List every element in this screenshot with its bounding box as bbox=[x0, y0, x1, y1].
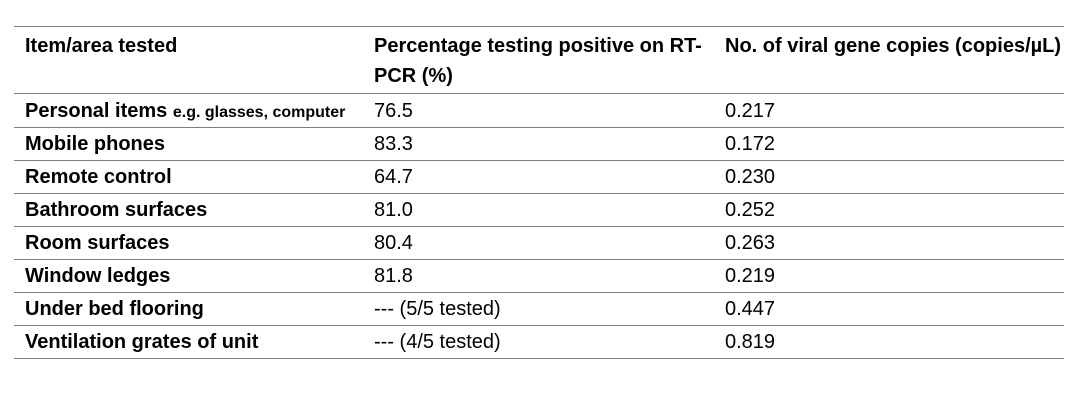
copies-cell: 0.219 bbox=[714, 259, 1064, 293]
table-header-row: Item/area tested Percentage testing posi… bbox=[14, 26, 1064, 94]
results-table-container: Item/area tested Percentage testing posi… bbox=[14, 26, 1064, 359]
table-row: Room surfaces 80.4 0.263 bbox=[14, 226, 1064, 260]
copies-cell: 0.252 bbox=[714, 193, 1064, 227]
percent-cell: 76.5 bbox=[363, 93, 714, 128]
item-label: Personal items bbox=[25, 100, 168, 122]
item-note: e.g. glasses, computer bbox=[172, 104, 346, 121]
item-cell: Personal items e.g. glasses, computer bbox=[14, 93, 363, 128]
table-row: Bathroom surfaces 81.0 0.252 bbox=[14, 193, 1064, 227]
percent-cell: --- (4/5 tested) bbox=[363, 325, 714, 359]
copies-cell: 0.447 bbox=[714, 292, 1064, 326]
header-viral-gene-copies: No. of viral gene copies (copies/µL) bbox=[714, 26, 1064, 94]
table-row: Remote control 64.7 0.230 bbox=[14, 160, 1064, 194]
table-row: Ventilation grates of unit --- (4/5 test… bbox=[14, 325, 1064, 359]
item-cell: Room surfaces bbox=[14, 226, 363, 260]
item-cell: Window ledges bbox=[14, 259, 363, 293]
percent-cell: 80.4 bbox=[363, 226, 714, 260]
percent-cell: 83.3 bbox=[363, 127, 714, 161]
item-cell: Bathroom surfaces bbox=[14, 193, 363, 227]
copies-cell: 0.230 bbox=[714, 160, 1064, 194]
table-row: Under bed flooring --- (5/5 tested) 0.44… bbox=[14, 292, 1064, 326]
copies-cell: 0.263 bbox=[714, 226, 1064, 260]
percent-cell: 81.8 bbox=[363, 259, 714, 293]
table-row: Mobile phones 83.3 0.172 bbox=[14, 127, 1064, 161]
results-table: Item/area tested Percentage testing posi… bbox=[14, 26, 1064, 359]
copies-cell: 0.819 bbox=[714, 325, 1064, 359]
copies-cell: 0.217 bbox=[714, 93, 1064, 128]
table-row: Window ledges 81.8 0.219 bbox=[14, 259, 1064, 293]
item-cell: Under bed flooring bbox=[14, 292, 363, 326]
header-percentage-positive: Percentage testing positive on RT-PCR (%… bbox=[363, 26, 714, 94]
header-item-area: Item/area tested bbox=[14, 26, 363, 94]
item-cell: Mobile phones bbox=[14, 127, 363, 161]
table-row: Personal items e.g. glasses, computer 76… bbox=[14, 93, 1064, 128]
percent-cell: --- (5/5 tested) bbox=[363, 292, 714, 326]
item-cell: Remote control bbox=[14, 160, 363, 194]
percent-cell: 64.7 bbox=[363, 160, 714, 194]
copies-cell: 0.172 bbox=[714, 127, 1064, 161]
item-cell: Ventilation grates of unit bbox=[14, 325, 363, 359]
percent-cell: 81.0 bbox=[363, 193, 714, 227]
